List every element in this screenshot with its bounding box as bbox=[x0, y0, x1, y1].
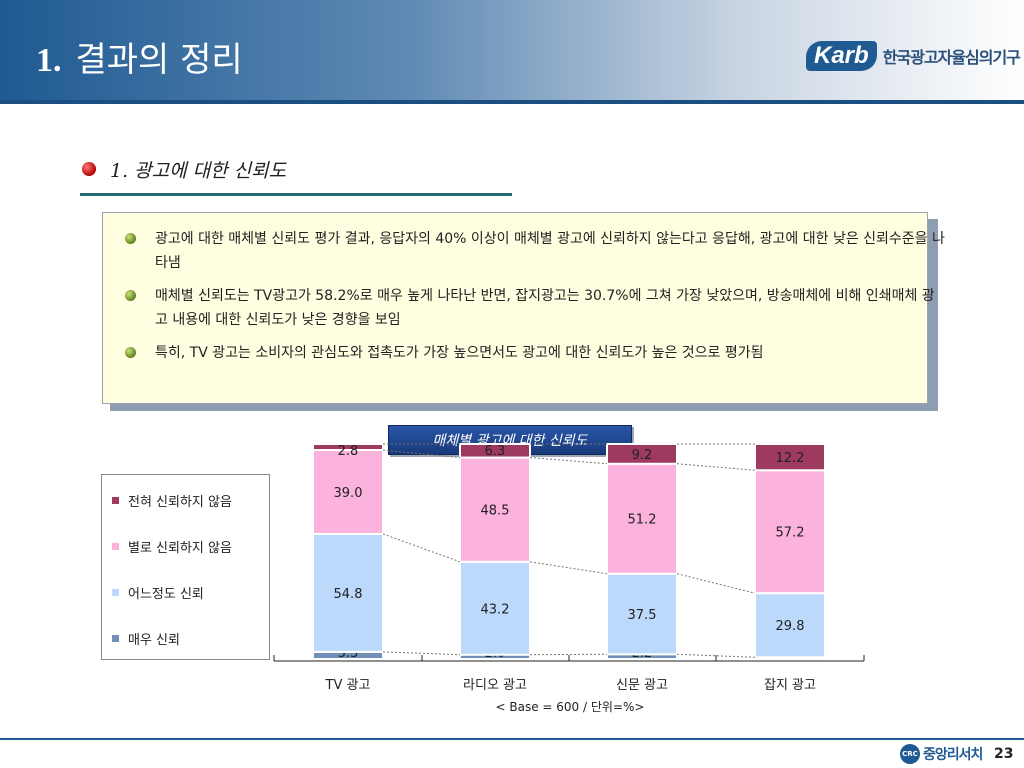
data-label: 12.2 bbox=[776, 451, 805, 466]
bar-segment bbox=[606, 462, 678, 575]
legend-swatch bbox=[112, 635, 119, 642]
summary-text: 매체별 신뢰도는 TV광고가 58.2%로 매우 높게 나타난 반면, 잡지광고… bbox=[155, 288, 935, 328]
legend-label: 어느정도 신뢰 bbox=[128, 587, 204, 602]
bar-segment bbox=[459, 443, 531, 459]
summary-item: 광고에 대한 매체별 신뢰도 평가 결과, 응답자의 40% 이상이 매체별 광… bbox=[121, 227, 945, 275]
crc-logo-text: 중앙리서치 bbox=[923, 747, 983, 763]
green-bullet-icon bbox=[125, 290, 136, 301]
chart-legend: 전혀 신뢰하지 않음 별로 신뢰하지 않음 어느정도 신뢰 매우 신뢰 bbox=[101, 474, 270, 660]
connector-line bbox=[529, 457, 608, 465]
karb-logo-text: 한국광고자율심의기구 bbox=[882, 48, 1021, 67]
data-label: 57.2 bbox=[776, 526, 805, 541]
connector-line bbox=[382, 651, 461, 656]
summary-text: 특히, TV 광고는 소비자의 관심도와 접촉도가 가장 높으면서도 광고에 대… bbox=[155, 345, 764, 361]
data-label: 51.2 bbox=[628, 513, 657, 528]
red-bullet-icon bbox=[82, 162, 96, 176]
base-note: < Base = 600 / 단위=%> bbox=[495, 700, 645, 714]
bar-segment bbox=[459, 560, 531, 656]
bar-segment bbox=[754, 443, 826, 472]
legend-label: 매우 신뢰 bbox=[128, 633, 180, 648]
karb-logo-mark: Karb bbox=[806, 41, 877, 71]
page-title-number: 1. bbox=[36, 42, 62, 79]
bar-segment bbox=[312, 449, 384, 535]
footer-divider bbox=[0, 738, 1024, 740]
summary-item: 매체별 신뢰도는 TV광고가 58.2%로 매우 높게 나타난 반면, 잡지광고… bbox=[121, 284, 935, 332]
category-label: 잡지 광고 bbox=[764, 678, 816, 693]
section-underline bbox=[80, 193, 512, 196]
crc-badge-icon: CRC bbox=[900, 744, 920, 764]
legend-item: 전혀 신뢰하지 않음 bbox=[112, 491, 232, 510]
connector-line bbox=[676, 573, 756, 594]
connector-line bbox=[676, 463, 756, 471]
legend-label: 별로 신뢰하지 않음 bbox=[128, 541, 232, 556]
bar-segment bbox=[606, 443, 678, 465]
bar-segment bbox=[312, 532, 384, 653]
summary-item: 특히, TV 광고는 소비자의 관심도와 접촉도가 가장 높으면서도 광고에 대… bbox=[121, 341, 927, 365]
data-label: 37.5 bbox=[628, 608, 657, 623]
connector-line bbox=[382, 533, 461, 563]
legend-item: 별로 신뢰하지 않음 bbox=[112, 537, 232, 556]
legend-swatch bbox=[112, 497, 119, 504]
data-label: 6.3 bbox=[485, 444, 506, 459]
category-label: 신문 광고 bbox=[616, 678, 668, 693]
legend-item: 매우 신뢰 bbox=[112, 629, 180, 648]
bar-segment bbox=[312, 443, 384, 452]
bar-segment bbox=[754, 592, 826, 659]
green-bullet-icon bbox=[125, 347, 136, 358]
page-number: 23 bbox=[994, 746, 1014, 762]
data-label: 43.2 bbox=[481, 602, 510, 617]
bar-segment bbox=[606, 572, 678, 656]
data-label: 48.5 bbox=[481, 504, 510, 519]
connector-line bbox=[676, 653, 756, 658]
summary-text: 광고에 대한 매체별 신뢰도 평가 결과, 응답자의 40% 이상이 매체별 광… bbox=[155, 231, 945, 271]
legend-swatch bbox=[112, 589, 119, 596]
section-title: 1. 광고에 대한 신뢰도 bbox=[110, 160, 287, 182]
crc-logo: CRC 중앙리서치 bbox=[900, 744, 983, 764]
header-divider bbox=[0, 100, 1024, 104]
karb-logo: Karb 한국광고자율심의기구 bbox=[806, 38, 1021, 74]
legend-swatch bbox=[112, 543, 119, 550]
summary-box: 광고에 대한 매체별 신뢰도 평가 결과, 응답자의 40% 이상이 매체별 광… bbox=[102, 212, 945, 404]
data-label: 9.2 bbox=[632, 448, 653, 463]
green-bullet-icon bbox=[125, 233, 136, 244]
data-label: 2.8 bbox=[338, 444, 359, 459]
data-label: 54.8 bbox=[334, 587, 363, 602]
legend-label: 전혀 신뢰하지 않음 bbox=[128, 495, 232, 510]
category-label: 라디오 광고 bbox=[463, 678, 527, 693]
connector-line bbox=[382, 449, 461, 459]
connector-line bbox=[529, 561, 608, 575]
data-label: 29.8 bbox=[776, 619, 805, 634]
data-label: 39.0 bbox=[334, 486, 363, 501]
legend-item: 어느정도 신뢰 bbox=[112, 583, 204, 602]
page-title: 1. 결과의 정리 bbox=[36, 32, 243, 81]
bar-segment bbox=[459, 456, 531, 563]
category-label: TV 광고 bbox=[325, 678, 371, 693]
page-title-text: 결과의 정리 bbox=[75, 40, 243, 80]
